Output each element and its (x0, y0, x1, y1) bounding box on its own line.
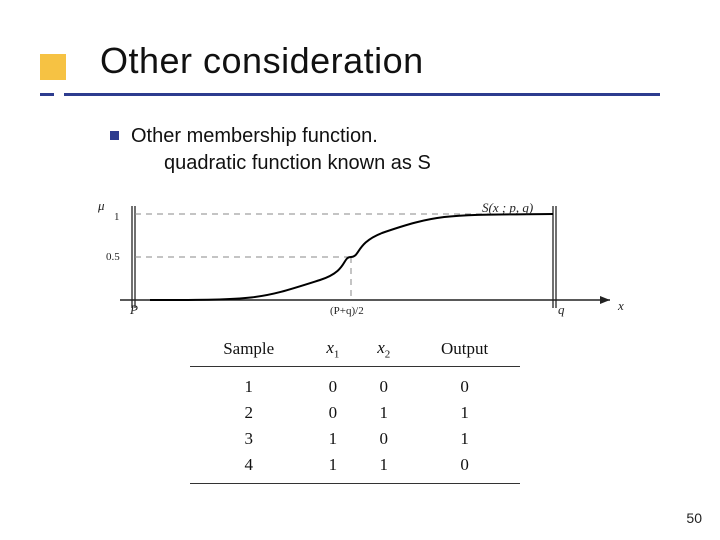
cell-x1: 0 (307, 400, 358, 426)
page-title: Other consideration (100, 40, 720, 82)
s-curve-chart: μ 1 0.5 P (P+q)/2 q x S(x ; p, q) (90, 200, 630, 320)
fn-label: S(x ; p, q) (482, 200, 533, 215)
cell-out: 1 (409, 400, 520, 426)
ytick-05: 0.5 (106, 251, 120, 263)
chart-svg: μ 1 0.5 P (P+q)/2 q x S(x ; p, q) (90, 200, 630, 320)
cell-x2: 0 (358, 426, 409, 452)
p-label: P (129, 302, 138, 317)
table-row: 3 1 0 1 (190, 426, 520, 452)
title-accent-square (40, 54, 66, 80)
s-curve-path (150, 214, 553, 300)
th-x2: x2 (358, 335, 409, 367)
bullet-block: Other membership function. quadratic fun… (110, 125, 431, 175)
th-output: Output (409, 335, 520, 367)
cell-x1: 1 (307, 426, 358, 452)
cell-out: 1 (409, 426, 520, 452)
cell-x2: 1 (358, 452, 409, 484)
table-header-row: Sample x1 x2 Output (190, 335, 520, 367)
cell-x2: 0 (358, 367, 409, 401)
ytick-1: 1 (114, 211, 120, 223)
x-axis-arrow-icon (600, 296, 610, 304)
mu-axis-label: μ (97, 200, 105, 213)
th-sample: Sample (190, 335, 307, 367)
cell-x1: 1 (307, 452, 358, 484)
cell-sample: 1 (190, 367, 307, 401)
bullet-line-1: Other membership function. (131, 125, 378, 147)
table-row: 2 0 1 1 (190, 400, 520, 426)
xor-table: Sample x1 x2 Output 1 0 0 0 2 0 1 1 (190, 335, 520, 484)
cell-x2: 1 (358, 400, 409, 426)
table: Sample x1 x2 Output 1 0 0 0 2 0 1 1 (190, 335, 520, 484)
title-underline-gap (54, 93, 64, 96)
cell-sample: 2 (190, 400, 307, 426)
table-row: 4 1 1 0 (190, 452, 520, 484)
mid-label: (P+q)/2 (330, 305, 364, 317)
cell-sample: 4 (190, 452, 307, 484)
bullet-line-2: quadratic function known as S (164, 152, 431, 175)
title-underline (40, 93, 660, 96)
page-number: 50 (686, 510, 702, 526)
title-block: Other consideration (40, 40, 720, 82)
slide: Other consideration Other membership fun… (0, 0, 720, 540)
q-label: q (558, 302, 565, 317)
x-axis-label: x (617, 298, 624, 313)
table-row: 1 0 0 0 (190, 367, 520, 401)
cell-out: 0 (409, 452, 520, 484)
cell-out: 0 (409, 367, 520, 401)
cell-x1: 0 (307, 367, 358, 401)
cell-sample: 3 (190, 426, 307, 452)
th-x1: x1 (307, 335, 358, 367)
bullet-icon (110, 131, 119, 140)
